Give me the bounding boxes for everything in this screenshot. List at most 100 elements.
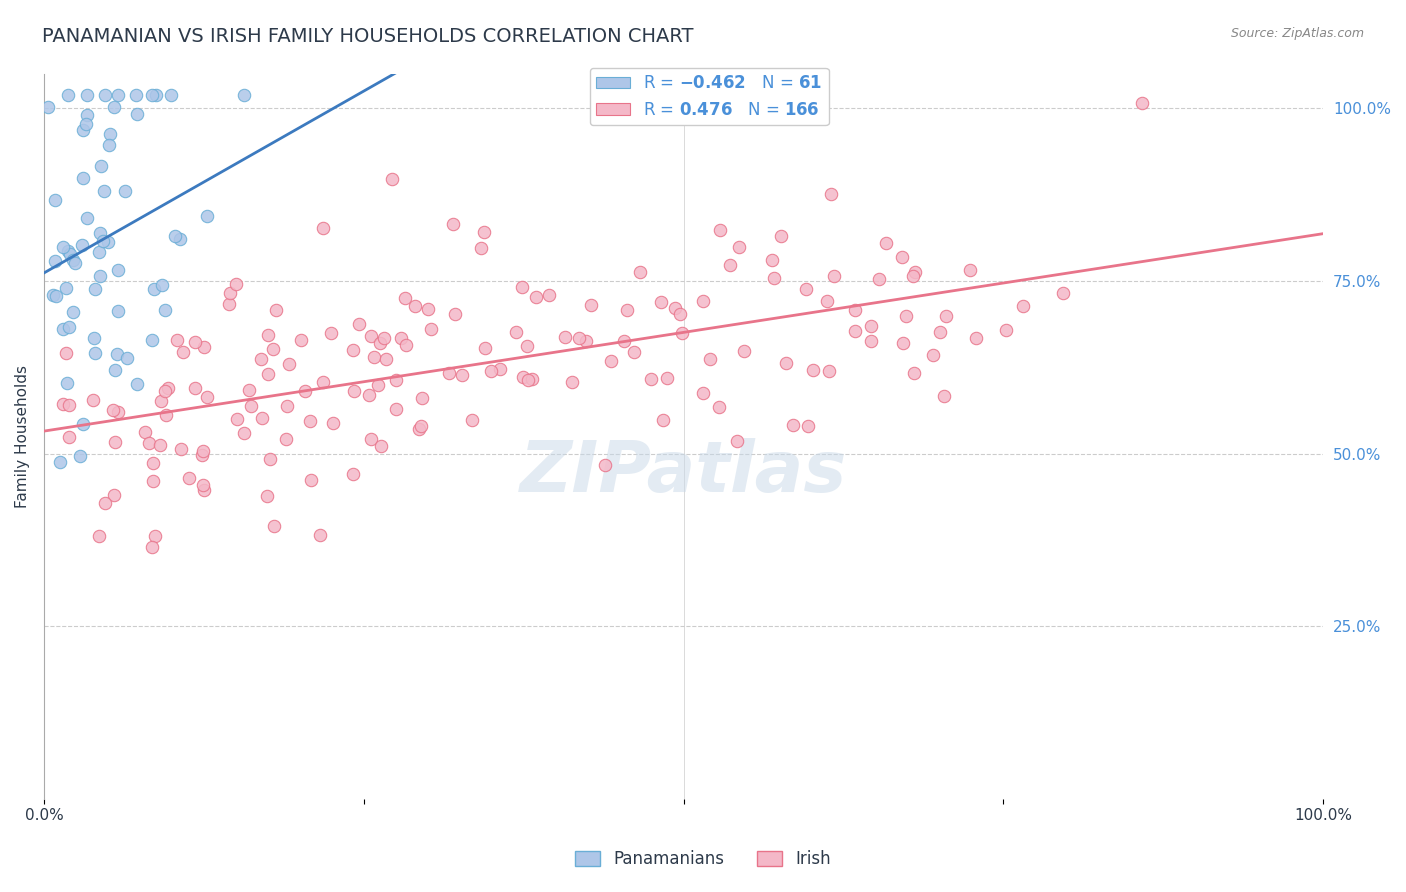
Point [94,87,117,102]
Point [294,384,316,399]
Point [141,87,163,102]
Y-axis label: Family Households: Family Households [15,365,30,508]
Point [84,282,107,296]
Legend: Panamanians, Irish: Panamanians, Irish [568,844,838,875]
Point [411,391,433,405]
Point [156,381,179,395]
Point [225,277,247,291]
Point [72,170,94,185]
Point [153,384,176,398]
Point [127,376,149,391]
Point [903,268,925,283]
Point [343,384,366,398]
Point [692,293,714,308]
Point [385,401,408,416]
Point [522,372,544,386]
Point [1011,299,1033,313]
Point [298,414,321,428]
Point [107,87,129,102]
Point [250,352,273,367]
Point [143,282,166,296]
Point [138,435,160,450]
Point [62,253,84,268]
Point [692,386,714,401]
Point [904,265,927,279]
Point [775,356,797,370]
Point [733,344,755,359]
Point [58,399,80,413]
Point [797,418,820,433]
Point [891,336,914,351]
Point [107,262,129,277]
Point [474,341,496,355]
Point [472,225,495,239]
Point [655,370,678,384]
Point [441,217,464,231]
Point [42,288,65,302]
Point [613,334,636,348]
Point [640,372,662,386]
Point [959,263,981,277]
Point [616,303,638,318]
Text: PANAMANIAN VS IRISH FAMILY HOUSEHOLDS CORRELATION CHART: PANAMANIAN VS IRISH FAMILY HOUSEHOLDS CO… [42,27,693,45]
Point [599,353,621,368]
Point [150,393,173,408]
Point [652,412,675,426]
Point [370,336,392,351]
Point [89,269,111,284]
Point [671,326,693,341]
Point [628,265,651,279]
Point [143,529,166,543]
Point [276,399,298,413]
Point [935,310,957,324]
Point [650,294,672,309]
Point [263,519,285,533]
Point [193,483,215,498]
Point [370,439,392,453]
Point [1130,96,1153,111]
Point [516,338,538,352]
Point [443,307,465,321]
Point [409,418,432,433]
Point [360,432,382,446]
Point [844,324,866,338]
Point [965,331,987,345]
Point [259,452,281,467]
Point [256,489,278,503]
Point [875,236,897,251]
Legend: R = $\bf{-0.462}$   N = $\bf{ 61}$, R = $\bf{ 0.476}$   N = $\bf{166}$: R = $\bf{-0.462}$ N = $\bf{ 61}$, R = $\… [589,68,828,126]
Point [761,252,783,267]
Point [451,368,474,383]
Point [342,467,364,481]
Point [891,250,914,264]
Point [97,235,120,249]
Point [859,334,882,349]
Point [107,303,129,318]
Point [82,393,104,408]
Point [76,108,98,122]
Point [153,303,176,318]
Point [395,338,418,352]
Point [89,244,111,259]
Point [55,376,77,390]
Point [505,326,527,340]
Point [89,529,111,543]
Point [347,317,370,331]
Point [94,496,117,510]
Point [44,254,66,268]
Point [89,227,111,241]
Point [815,293,838,308]
Point [669,307,692,321]
Point [517,373,540,387]
Point [58,430,80,444]
Point [250,411,273,425]
Point [278,357,301,371]
Point [44,194,66,208]
Point [274,432,297,446]
Point [98,138,121,153]
Point [524,290,547,304]
Point [256,367,278,381]
Point [233,87,256,102]
Point [141,541,163,555]
Point [575,334,598,348]
